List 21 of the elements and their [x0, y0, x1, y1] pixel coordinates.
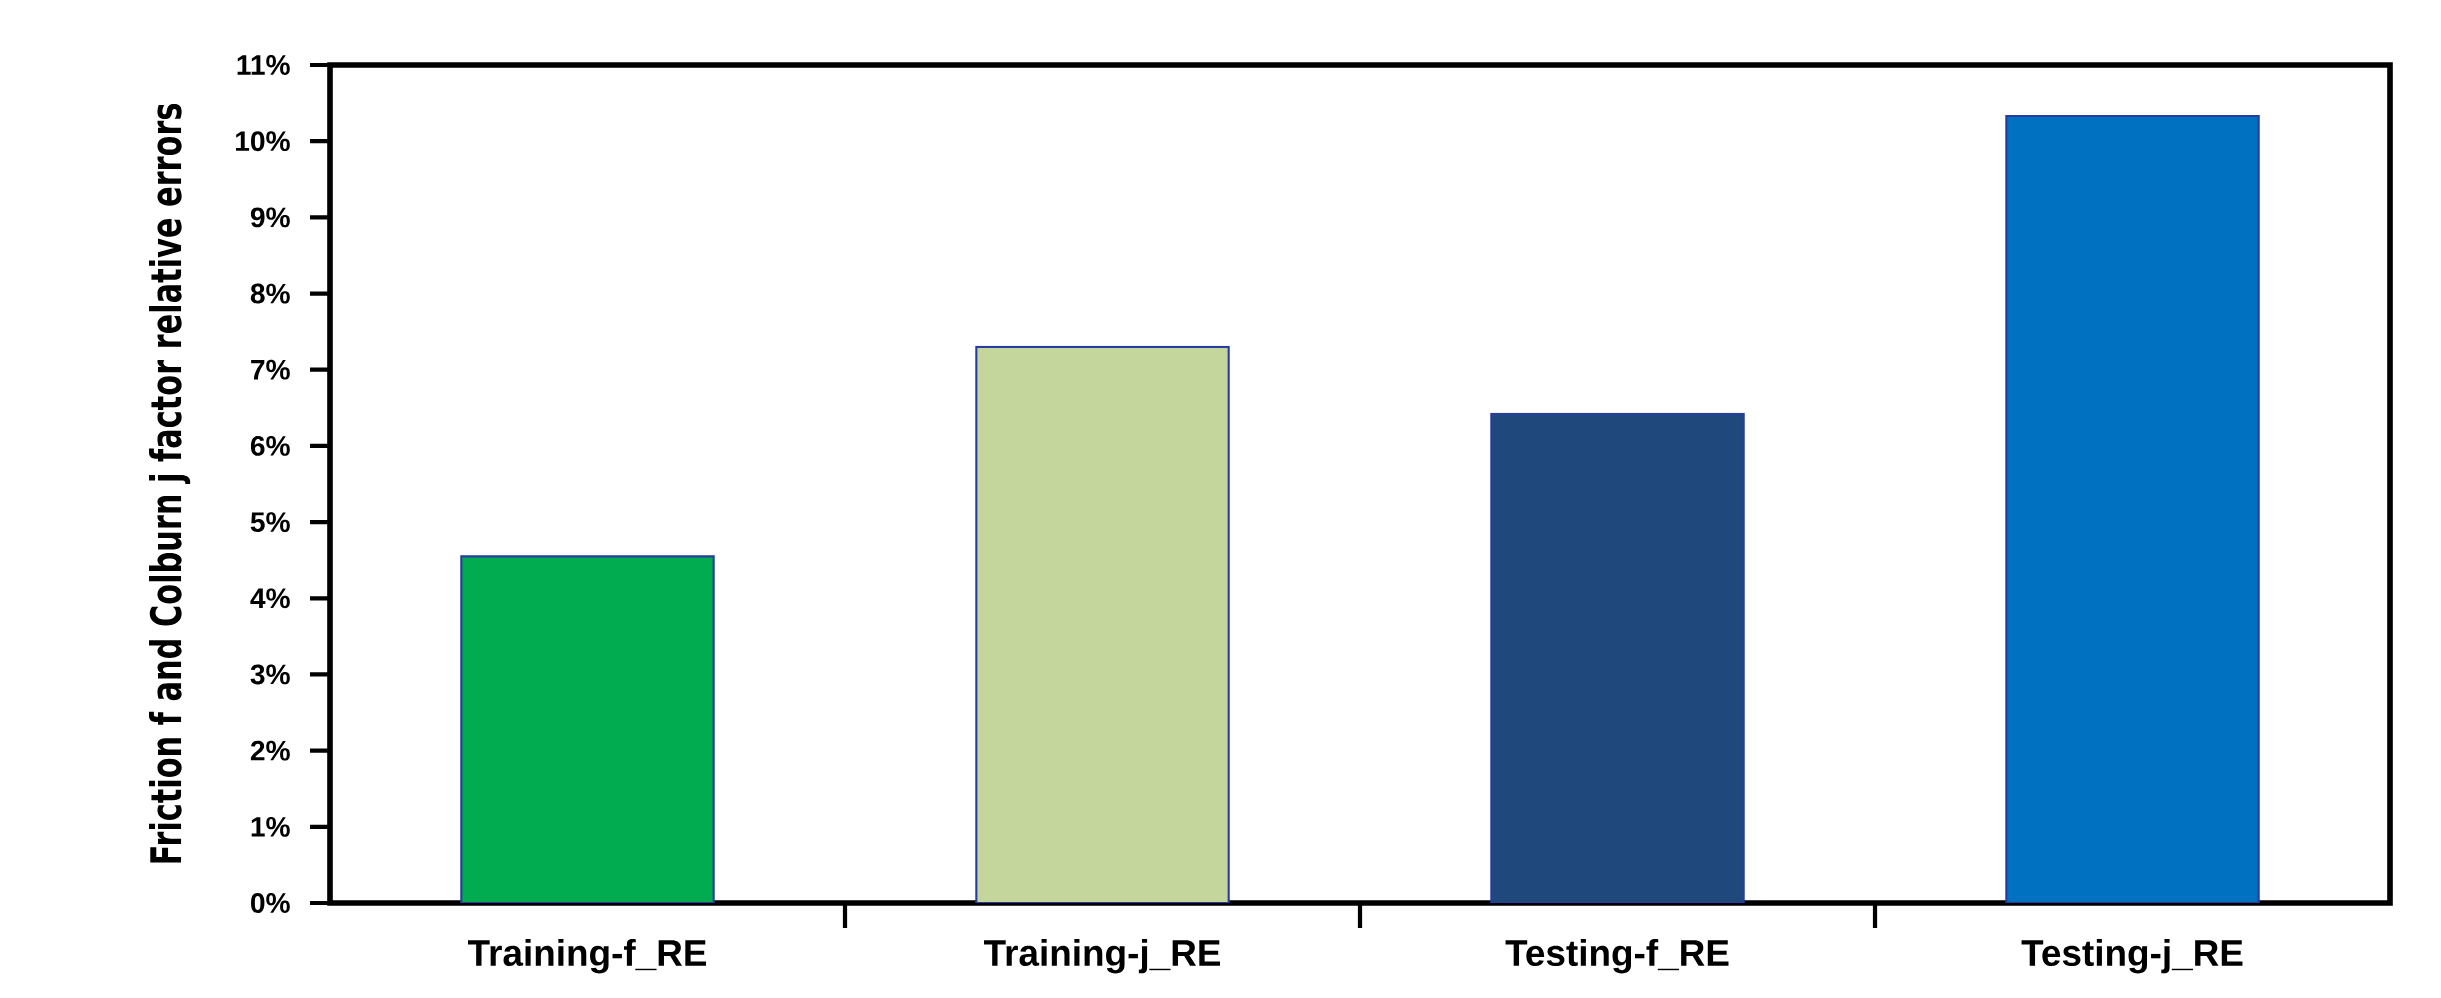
bar: [460, 555, 715, 903]
x-tick-label: Testing-j_RE: [2021, 938, 2243, 974]
y-tick-label: 3%: [250, 664, 290, 685]
y-tick-label: 9%: [250, 207, 290, 228]
bar: [2005, 114, 2260, 903]
y-tick-label: 8%: [250, 283, 290, 304]
y-tick-label: 7%: [251, 359, 290, 380]
bar: [975, 345, 1230, 903]
y-tick-label: 5%: [250, 512, 290, 533]
y-tick-label: 1%: [251, 816, 290, 837]
y-tick-label: 6%: [250, 435, 290, 456]
y-tick-label: 2%: [250, 740, 290, 761]
x-tick-label: Training-f_RE: [468, 938, 707, 974]
y-axis-title: Friction f and Colburn j factor relative errors: [149, 103, 191, 863]
x-tick-label: Testing-f_RE: [1505, 938, 1729, 974]
y-tick-label: 11%: [237, 55, 290, 75]
x-tick-label: Training-j_RE: [984, 938, 1220, 974]
y-tick-label: 10%: [236, 131, 290, 152]
bar: [1490, 412, 1745, 903]
y-tick-label: 4%: [250, 588, 290, 609]
y-tick-label: 0%: [251, 893, 290, 913]
